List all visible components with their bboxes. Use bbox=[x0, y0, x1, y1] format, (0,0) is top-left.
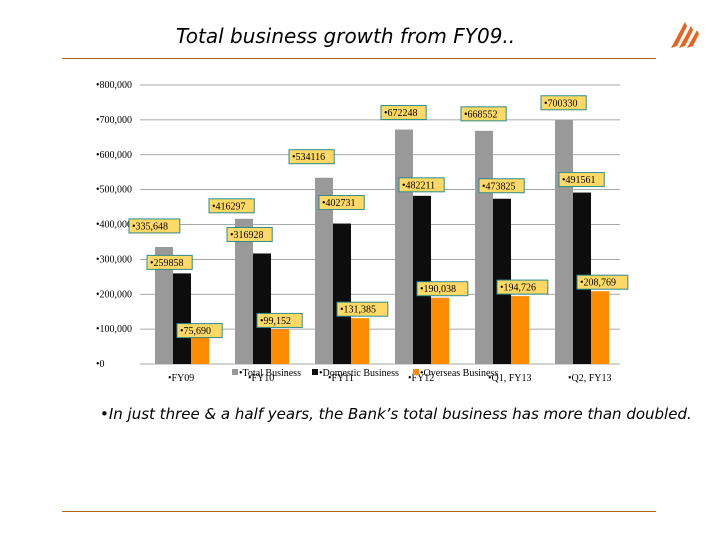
y-tick-label: •800,000 bbox=[96, 80, 132, 91]
data-label: •672248 bbox=[384, 108, 418, 119]
data-label-box bbox=[416, 281, 469, 297]
data-label-box bbox=[380, 105, 427, 121]
x-tick-label: •FY10 bbox=[248, 373, 274, 384]
data-label-box bbox=[288, 149, 335, 165]
x-tick-label: •Q2, FY13 bbox=[568, 373, 612, 384]
y-tick-label: •500,000 bbox=[96, 185, 132, 196]
y-tick-label: •200,000 bbox=[96, 289, 132, 300]
data-label-box bbox=[558, 172, 605, 188]
data-label-box bbox=[398, 177, 445, 193]
bar bbox=[511, 296, 529, 364]
bar bbox=[271, 329, 289, 364]
bar bbox=[235, 218, 253, 364]
data-label: •75,690 bbox=[180, 326, 211, 337]
bank-logo-icon bbox=[665, 18, 705, 52]
business-growth-chart: •0 •100,000 •200,000 •300,000 •400,000 •500,0… bbox=[96, 80, 629, 384]
bar bbox=[555, 119, 573, 364]
data-label-box bbox=[460, 106, 507, 122]
bar bbox=[431, 297, 449, 364]
data-label: •131,385 bbox=[340, 305, 376, 316]
footer-divider bbox=[62, 511, 656, 512]
y-tick-label: •100,000 bbox=[96, 324, 132, 335]
data-label-box bbox=[208, 198, 255, 214]
data-label: •316928 bbox=[230, 230, 264, 241]
data-label: •99,152 bbox=[260, 316, 291, 327]
y-tick-label: •0 bbox=[96, 359, 105, 370]
data-label-box bbox=[540, 95, 587, 111]
bar bbox=[173, 273, 191, 364]
x-tick-label: •FY12 bbox=[408, 373, 434, 384]
bar bbox=[333, 223, 351, 364]
legend-label: •Total Business bbox=[239, 368, 301, 379]
data-label-box bbox=[336, 301, 389, 317]
data-label: •482211 bbox=[402, 180, 435, 191]
data-label: •259858 bbox=[150, 258, 184, 269]
bar bbox=[155, 246, 173, 364]
data-label: •402731 bbox=[322, 198, 356, 209]
data-label-box bbox=[478, 178, 525, 194]
y-tick-label: •600,000 bbox=[96, 150, 132, 161]
data-label-box bbox=[128, 218, 181, 234]
data-label: •190,038 bbox=[420, 284, 456, 295]
legend-swatch bbox=[312, 369, 318, 375]
data-label-box bbox=[318, 195, 365, 211]
legend-label: •Overseas Business bbox=[420, 368, 498, 379]
y-tick-label: •700,000 bbox=[96, 115, 132, 126]
legend-label: •Domestic Business bbox=[319, 368, 399, 379]
title-divider bbox=[62, 58, 656, 59]
data-label-box bbox=[576, 274, 629, 290]
y-tick-label: •300,000 bbox=[96, 254, 132, 265]
data-label: •668552 bbox=[464, 109, 498, 120]
data-label-box bbox=[176, 323, 223, 339]
data-label: •700330 bbox=[544, 98, 578, 109]
page-title: Total business growth from FY09.. bbox=[176, 24, 516, 48]
data-label: •194,726 bbox=[500, 283, 536, 294]
bar bbox=[475, 130, 493, 364]
data-label: •335,648 bbox=[132, 221, 168, 232]
chart-caption: •In just three & a half years, the Bank’… bbox=[100, 405, 692, 423]
data-label-box bbox=[256, 312, 303, 328]
bar bbox=[591, 291, 609, 364]
bar bbox=[351, 318, 369, 364]
x-tick-label: •FY09 bbox=[168, 373, 194, 384]
legend-swatch bbox=[232, 369, 238, 375]
data-label-box bbox=[496, 279, 549, 295]
legend-swatch bbox=[413, 369, 419, 375]
x-tick-label: •Q1, FY13 bbox=[488, 373, 532, 384]
data-label-box bbox=[226, 226, 273, 242]
bar bbox=[413, 195, 431, 364]
data-label: •416297 bbox=[212, 201, 246, 212]
data-label: •534116 bbox=[292, 152, 325, 163]
bar bbox=[253, 253, 271, 364]
x-tick-label: •FY11 bbox=[328, 373, 354, 384]
data-label: •491561 bbox=[562, 175, 596, 186]
bar bbox=[191, 337, 209, 364]
bar bbox=[315, 177, 333, 364]
bar bbox=[395, 129, 413, 364]
data-label: •473825 bbox=[482, 181, 516, 192]
data-label-box bbox=[146, 254, 193, 270]
y-tick-label: •400,000 bbox=[96, 220, 132, 231]
data-label: •208,769 bbox=[580, 278, 616, 289]
